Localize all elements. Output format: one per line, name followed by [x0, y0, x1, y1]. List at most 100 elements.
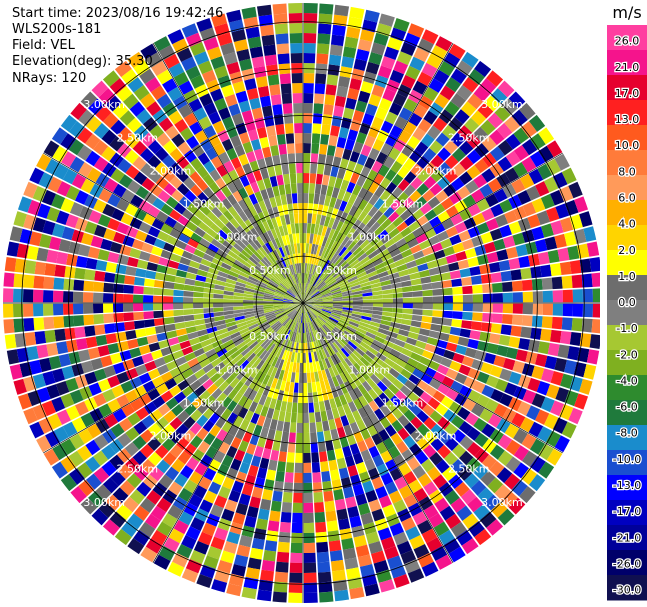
gate-cell	[321, 225, 328, 237]
gate-cell	[348, 205, 358, 217]
gate-cell	[398, 130, 412, 144]
gate-cell	[508, 257, 521, 270]
gate-cell	[391, 419, 404, 433]
gate-cell	[405, 65, 421, 80]
gate-cell	[412, 465, 426, 479]
gate-cell	[370, 343, 381, 352]
gate-cell	[323, 259, 331, 270]
gate-cell	[359, 29, 375, 42]
gate-cell	[448, 546, 466, 563]
gate-cell	[388, 445, 401, 459]
gate-cell	[392, 216, 404, 228]
gate-cell	[381, 315, 392, 322]
gate-cell	[417, 118, 432, 133]
gate-cell	[362, 299, 373, 303]
gate-cell	[357, 153, 368, 166]
gate-cell	[303, 83, 314, 94]
gate-cell	[303, 33, 317, 44]
gate-cell	[329, 196, 337, 208]
gate-cell	[450, 68, 467, 85]
gate-cell	[449, 360, 462, 372]
gate-cell	[395, 237, 407, 248]
gate-cell	[435, 554, 453, 570]
gate-cell	[322, 304, 333, 307]
gate-cell	[352, 109, 365, 123]
gate-cell	[346, 181, 356, 194]
gate-cell	[420, 322, 432, 330]
gate-cell	[327, 239, 335, 250]
gate-cell	[407, 357, 419, 368]
gate-cell	[319, 338, 326, 349]
gate-cell	[376, 151, 388, 165]
gate-cell	[378, 348, 390, 358]
gate-cell	[303, 295, 311, 303]
gate-cell	[330, 240, 338, 251]
gate-cell	[388, 367, 400, 379]
gate-cell	[312, 306, 323, 311]
gate-cell	[339, 200, 348, 212]
gate-cell	[313, 244, 319, 255]
gate-cell	[314, 278, 322, 288]
gate-cell	[393, 138, 407, 152]
gate-cell	[385, 459, 398, 473]
gate-cell	[467, 256, 479, 268]
gate-cell	[310, 289, 319, 297]
gate-cell	[517, 374, 532, 389]
gate-cell	[419, 202, 433, 215]
gate-cell	[513, 162, 528, 178]
gate-cell	[362, 214, 372, 226]
gate-cell	[368, 93, 382, 107]
gate-cell	[335, 374, 344, 386]
gate-cell	[546, 384, 560, 400]
gate-cell	[362, 295, 373, 300]
gate-cell	[567, 346, 580, 361]
gate-cell	[359, 239, 370, 250]
gate-cell	[410, 177, 423, 190]
gate-cell	[421, 62, 438, 78]
gate-cell	[303, 253, 306, 264]
gate-cell	[461, 51, 479, 68]
gate-cell	[437, 444, 452, 459]
gate-cell	[421, 561, 439, 577]
gate-cell	[562, 289, 573, 303]
gate-cell	[355, 100, 368, 113]
gate-cell	[315, 317, 324, 327]
gate-cell	[490, 388, 504, 403]
gate-cell	[432, 390, 446, 403]
gate-cell	[481, 384, 495, 398]
gate-cell	[368, 274, 380, 282]
gate-cell	[554, 357, 567, 373]
gate-cell	[396, 221, 408, 233]
gate-cell	[360, 81, 374, 94]
gate-cell	[579, 378, 593, 395]
gate-cell	[501, 314, 513, 325]
gate-cell	[332, 156, 342, 168]
gate-cell	[414, 397, 428, 410]
gate-cell	[303, 223, 307, 234]
gate-cell	[521, 139, 538, 156]
gate-cell	[372, 290, 383, 296]
gate-cell	[309, 310, 318, 318]
gate-cell	[323, 104, 334, 116]
gate-cell	[459, 435, 474, 450]
gate-cell	[356, 222, 366, 233]
gate-cell	[423, 147, 437, 162]
gate-cell	[322, 295, 333, 299]
gate-cell	[445, 205, 459, 218]
gate-cell	[324, 195, 332, 207]
gate-cell	[322, 303, 333, 305]
gate-cell	[401, 248, 413, 258]
gate-cell	[376, 23, 392, 37]
gate-cell	[550, 371, 564, 386]
gate-cell	[389, 467, 403, 481]
gate-cell	[334, 4, 350, 17]
gate-cell	[476, 198, 490, 212]
gate-cell	[472, 303, 483, 312]
gate-cell	[350, 316, 361, 322]
gate-cell	[426, 466, 441, 481]
gate-cell	[334, 231, 343, 243]
gate-cell	[525, 351, 538, 365]
gate-cell	[373, 356, 384, 366]
gate-cell	[559, 330, 572, 345]
gate-cell	[388, 147, 401, 161]
